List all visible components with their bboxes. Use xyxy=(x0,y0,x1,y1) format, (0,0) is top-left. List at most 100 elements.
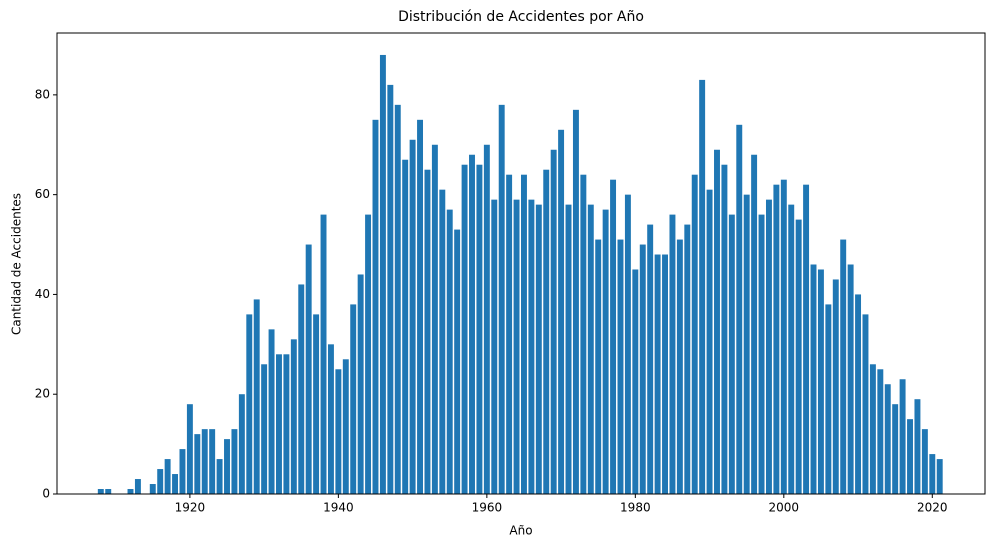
bar xyxy=(461,164,468,494)
bar xyxy=(595,239,602,494)
bar xyxy=(728,214,735,494)
bar xyxy=(810,264,817,494)
bar xyxy=(105,489,112,494)
bar xyxy=(320,214,327,494)
y-axis-label: Cantidad de Accidentes xyxy=(10,193,24,335)
bar xyxy=(825,304,832,494)
bar xyxy=(372,119,379,494)
bar xyxy=(780,179,787,494)
bar xyxy=(313,314,320,494)
bar xyxy=(892,404,899,494)
y-tick-label: 0 xyxy=(42,487,50,501)
bar xyxy=(387,84,394,494)
bar xyxy=(357,274,364,494)
bar xyxy=(565,204,572,495)
bar xyxy=(676,239,683,494)
bar xyxy=(149,484,156,494)
bar xyxy=(179,449,186,494)
bar xyxy=(513,199,520,494)
x-tick-label: 1980 xyxy=(620,501,651,515)
chart-title: Distribución de Accidentes por Año xyxy=(398,9,644,25)
bar xyxy=(290,339,297,494)
bar xyxy=(335,369,342,494)
bar xyxy=(558,129,565,494)
bar xyxy=(535,204,542,495)
bar xyxy=(602,209,609,494)
bar xyxy=(840,239,847,494)
bar xyxy=(238,394,245,494)
bar xyxy=(743,194,750,494)
bar xyxy=(721,164,728,494)
bar xyxy=(327,344,334,494)
bar xyxy=(268,329,275,494)
bar xyxy=(929,454,936,494)
bar xyxy=(691,174,698,495)
y-tick-label: 80 xyxy=(35,87,50,101)
bar xyxy=(127,489,134,494)
bar xyxy=(186,404,193,494)
bar xyxy=(454,229,461,494)
y-tick-label: 40 xyxy=(35,287,50,301)
bar xyxy=(714,149,720,494)
bar xyxy=(402,159,409,495)
bar xyxy=(483,144,490,494)
bar xyxy=(476,164,483,494)
bar xyxy=(832,279,839,494)
bar xyxy=(921,429,928,494)
bar xyxy=(365,214,372,494)
x-tick-label: 2000 xyxy=(769,501,800,515)
bar xyxy=(647,224,654,494)
bar xyxy=(795,219,802,494)
x-tick-label: 1940 xyxy=(323,501,354,515)
bar xyxy=(669,214,676,494)
bar xyxy=(803,184,810,494)
bar xyxy=(134,479,141,494)
bar xyxy=(224,439,230,494)
bar xyxy=(350,304,357,494)
bar xyxy=(855,294,862,494)
bar xyxy=(884,384,891,494)
x-tick-label: 1960 xyxy=(472,501,503,515)
bar xyxy=(817,269,824,494)
bar xyxy=(543,169,550,494)
bar xyxy=(298,284,305,494)
bar xyxy=(862,314,869,494)
bar xyxy=(276,354,282,494)
bar xyxy=(877,369,884,494)
bar xyxy=(431,144,438,494)
bar xyxy=(231,429,238,494)
bar xyxy=(446,209,453,494)
bar xyxy=(699,79,706,495)
bar xyxy=(684,224,691,494)
bar xyxy=(773,184,780,494)
bar xyxy=(550,149,557,494)
bar xyxy=(639,244,646,494)
bar xyxy=(765,199,772,494)
bar xyxy=(521,174,527,495)
bar xyxy=(610,179,617,494)
x-tick-label: 1920 xyxy=(175,501,206,515)
plot-frame xyxy=(56,32,986,495)
bar xyxy=(394,104,401,495)
bar xyxy=(506,174,513,495)
y-tick-label: 60 xyxy=(35,187,50,201)
bar xyxy=(632,269,639,494)
bar xyxy=(847,264,854,494)
bar xyxy=(706,189,713,495)
bar xyxy=(572,109,579,494)
bar xyxy=(624,194,631,494)
bar xyxy=(201,429,208,494)
bar xyxy=(936,459,943,494)
bar xyxy=(469,154,475,494)
bar xyxy=(899,379,906,494)
bar xyxy=(261,364,268,494)
bar xyxy=(617,239,624,494)
bar xyxy=(498,104,505,495)
bar xyxy=(305,244,312,494)
bar xyxy=(914,399,921,494)
bar xyxy=(253,299,260,494)
bar xyxy=(654,254,661,494)
bar xyxy=(788,204,795,495)
bar xyxy=(869,364,876,494)
